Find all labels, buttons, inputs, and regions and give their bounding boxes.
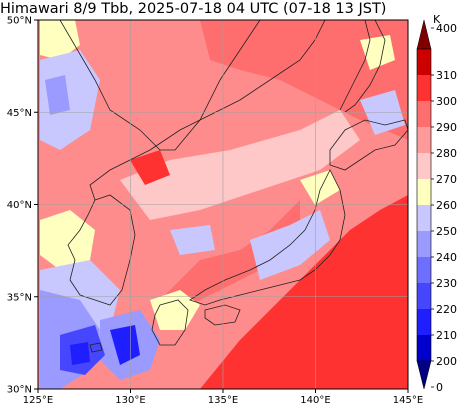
coast-kyushu [151, 299, 189, 346]
cloud-yellow-north [40, 20, 80, 60]
coast-hokkaido [329, 119, 408, 171]
colorbar-band [417, 335, 431, 361]
sea-hot-spot [340, 280, 408, 340]
sea-warm-region [200, 195, 408, 389]
colorbar-band [417, 257, 431, 283]
sea-okhotsk-region [200, 20, 408, 140]
y-tick-label: 40°N [7, 200, 32, 211]
colorbar-band [417, 127, 431, 153]
colorbar-label: 0 [436, 381, 443, 394]
colorbar-band [417, 101, 431, 127]
colorbar-band [417, 283, 431, 309]
colorbar-max-arrow [416, 19, 432, 50]
x-tick-label: 145°E [393, 395, 423, 406]
coast-honshu [189, 169, 346, 306]
cloud-core-2 [110, 325, 140, 365]
page-title: Himawari 8/9 Tbb, 2025-07-18 04 UTC (07-… [0, 1, 387, 17]
coast-korea [67, 194, 136, 306]
sea-japan-region [160, 200, 300, 310]
colorbar-band [417, 309, 431, 335]
cloud-yellow-tohoku [300, 170, 340, 205]
gridlines [38, 20, 408, 389]
cloud-band-central [120, 110, 360, 220]
colorbar-label: 280 [436, 147, 457, 160]
coast-sakhalin-east [344, 20, 386, 113]
colorbar-band [417, 153, 431, 179]
colorbar-band [417, 75, 431, 101]
land-hot-spot [130, 150, 170, 185]
coast-shikoku [204, 304, 241, 326]
cloud-core-3 [70, 342, 90, 365]
colorbar-band [417, 49, 431, 75]
cloud-lightblue-nw [40, 50, 100, 150]
colorbar-unit: K [433, 13, 441, 26]
colorbar-label: 270 [436, 173, 457, 186]
x-tick-label: 125°E [23, 395, 53, 406]
coast-mainland [59, 20, 261, 151]
y-tick-label: 50°N [7, 16, 32, 27]
y-tick-label: 45°N [7, 108, 32, 119]
coastlines [59, 20, 408, 353]
x-axis: 125°E 130°E 135°E 140°E 145°E [23, 389, 423, 406]
colorbar-label: 310 [436, 69, 457, 82]
y-tick-label: 35°N [7, 292, 32, 303]
y-tick-label: 30°N [7, 385, 32, 396]
colorbar-label: 200 [436, 355, 457, 368]
colorbar-label: 250 [436, 225, 457, 238]
x-tick-label: 140°E [300, 395, 330, 406]
colorbar-label: 260 [436, 199, 457, 212]
coast-north-korea [89, 149, 151, 201]
x-tick-label: 130°E [115, 395, 145, 406]
cloud-yellow-korea [40, 210, 95, 270]
colorbar-label: 230 [436, 277, 457, 290]
colorbar-band [417, 205, 431, 231]
colorbar-label: 300 [436, 95, 457, 108]
cloud-blue-nw-core [45, 75, 70, 115]
colorbar-label: 400 [436, 22, 457, 35]
cloud-lightblue-sea [170, 225, 215, 255]
y-axis: 30°N 35°N 40°N 45°N 50°N [7, 16, 38, 396]
coast-jeju [89, 342, 103, 353]
colorbar-label: 290 [436, 121, 457, 134]
colorbar-band [417, 231, 431, 257]
colorbar: 0 200 210 220 230 240 250 260 270 280 290 300 310 400… [416, 13, 457, 394]
colorbar-label: 240 [436, 251, 457, 264]
cloud-yellow-kyushu [150, 290, 200, 330]
coast-primorye [149, 20, 326, 151]
colorbar-label: 220 [436, 303, 457, 316]
colorbar-min-arrow [416, 360, 432, 390]
x-tick-label: 135°E [208, 395, 238, 406]
colorbar-band [417, 179, 431, 205]
map-area [38, 20, 408, 389]
coast-sakhalin-west [339, 20, 371, 111]
colorbar-label: 210 [436, 329, 457, 342]
